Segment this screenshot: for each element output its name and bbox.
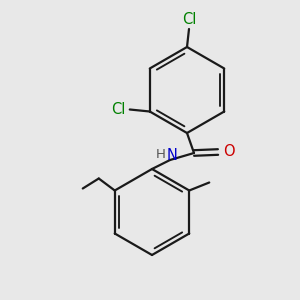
- Text: Cl: Cl: [112, 102, 126, 117]
- Text: H: H: [156, 148, 166, 161]
- Text: N: N: [167, 148, 177, 163]
- Text: O: O: [223, 145, 235, 160]
- Text: Cl: Cl: [182, 11, 196, 26]
